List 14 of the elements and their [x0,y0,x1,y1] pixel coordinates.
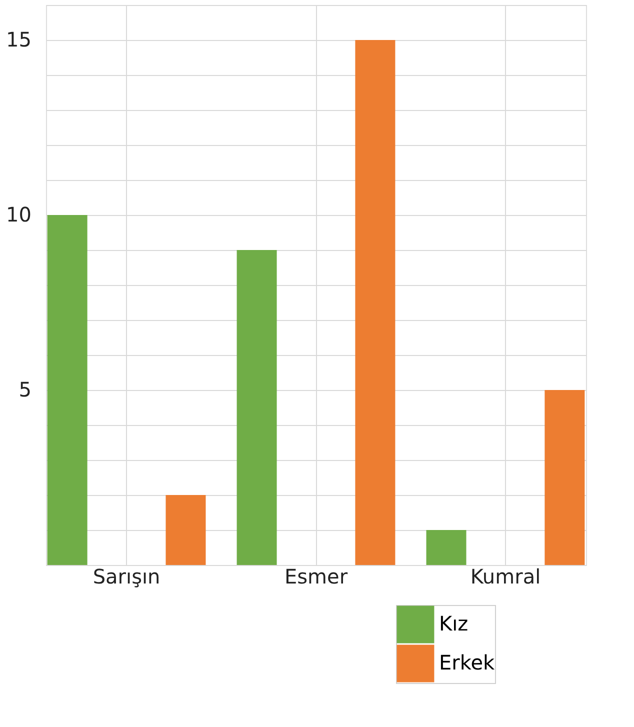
y-tick-label: 15 [6,28,32,52]
x-tick-label: Sarışın [92,564,160,588]
bar [544,390,585,565]
legend-label: Kız [439,612,468,636]
x-tick-label: Kumral [470,564,541,588]
bar [355,40,396,565]
bar [166,495,206,565]
bar [47,215,88,565]
x-tick-label: Esmer [284,564,348,588]
y-tick-label: 5 [18,378,32,402]
bar [236,250,277,565]
bar [426,530,466,565]
y-tick-label: 10 [6,202,32,226]
legend-label: Erkek [439,650,496,674]
